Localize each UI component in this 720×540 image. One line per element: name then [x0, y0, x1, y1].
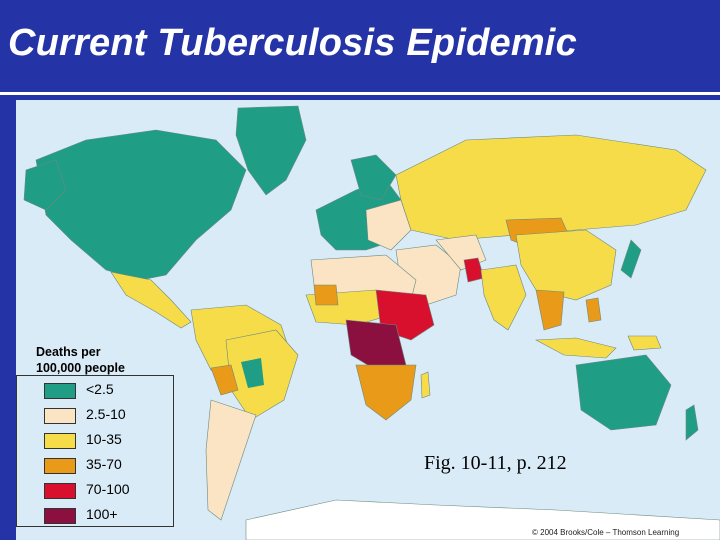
- legend-label-5: 70-100: [86, 481, 130, 497]
- legend-swatch-5: [44, 483, 76, 499]
- world-map-graphic: [23, 105, 720, 540]
- region-scandinavia: [350, 154, 397, 201]
- region-west-africa: [313, 284, 339, 306]
- region-greenland: [235, 105, 307, 196]
- title-divider: [0, 92, 720, 95]
- region-eastern-europe: [365, 199, 412, 251]
- region-japan: [620, 239, 642, 279]
- legend-swatch-6: [44, 508, 76, 524]
- region-china: [515, 229, 617, 301]
- legend-label-4: 35-70: [86, 456, 122, 472]
- legend-heading-line1: Deaths per: [36, 345, 101, 359]
- copyright-notice: © 2004 Brooks/Cole – Thomson Learning: [532, 528, 680, 537]
- region-india: [480, 264, 527, 331]
- legend-heading-line2: 100,000 people: [36, 361, 125, 375]
- legend-swatch-3: [44, 433, 76, 449]
- legend-swatch-2: [44, 408, 76, 424]
- region-southeast-asia: [535, 289, 565, 331]
- region-philippines: [585, 297, 602, 323]
- world-map: [16, 100, 720, 540]
- legend-swatch-1: [44, 383, 76, 399]
- region-alaska: [23, 159, 67, 211]
- region-brazil-center: [241, 358, 264, 388]
- legend: [16, 375, 174, 527]
- legend-label-1: <2.5: [86, 381, 114, 397]
- region-central-america: [110, 271, 192, 329]
- region-southern-cone: [205, 399, 257, 521]
- legend-swatch-4: [44, 458, 76, 474]
- legend-heading: Deaths per 100,000 people: [36, 344, 176, 376]
- figure-caption: Fig. 10-11, p. 212: [424, 452, 567, 474]
- region-southern-africa: [355, 364, 417, 421]
- region-antarctica: [245, 499, 720, 540]
- legend-label-6: 100+: [86, 506, 118, 522]
- region-madagascar: [420, 371, 431, 399]
- region-bolivia: [210, 364, 239, 396]
- region-png: [627, 335, 662, 351]
- region-australia: [575, 354, 672, 431]
- slide-title: Current Tuberculosis Epidemic: [8, 22, 577, 64]
- region-russia: [395, 134, 707, 241]
- region-indonesia: [534, 337, 617, 359]
- legend-label-3: 10-35: [86, 431, 122, 447]
- legend-label-2: 2.5-10: [86, 406, 126, 422]
- region-north-america: [35, 129, 247, 281]
- region-new-zealand: [685, 404, 699, 441]
